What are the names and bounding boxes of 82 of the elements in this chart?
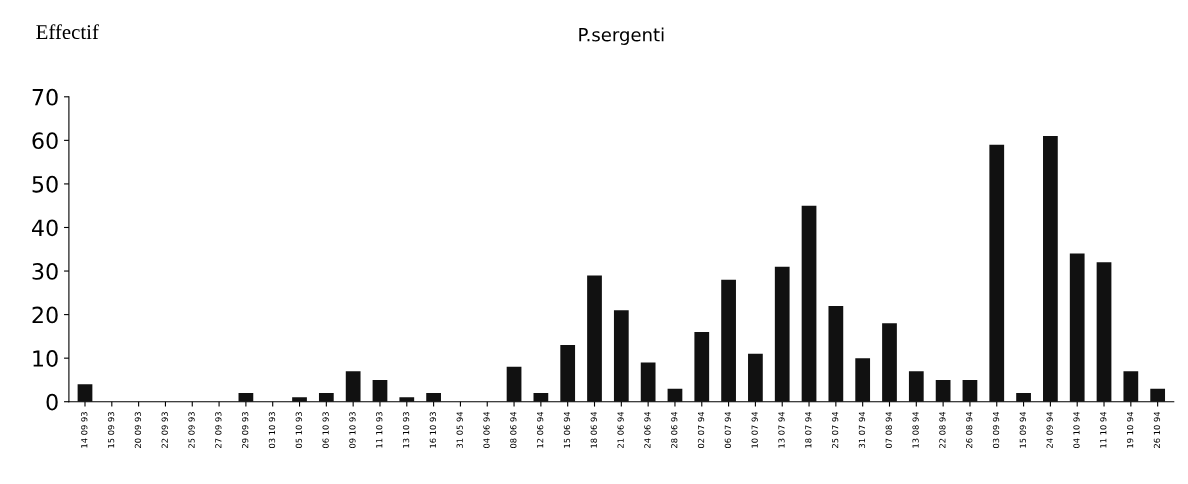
bar [935,379,951,402]
y-tick-label: 30 [32,262,58,280]
x-tick-label: 07 08 94 [885,411,892,448]
bar [318,393,334,402]
y-tick-label: 40 [31,219,58,237]
bar [774,266,790,402]
bar [748,353,763,402]
x-tick-label: 26 10 94 [1153,411,1161,448]
bar [1096,262,1112,402]
bar [399,397,415,402]
y-tick-label: 20 [32,306,58,324]
x-tick-label: 10 07 94 [751,411,758,448]
y-tick-label: 60 [32,132,58,150]
bar [828,305,844,402]
bar [882,323,897,402]
x-tick-label: 13 08 94 [912,411,919,448]
x-tick-label: 18 06 94 [590,411,597,448]
bar [801,205,817,402]
x-tick-label: 11 10 93 [376,412,383,448]
y-tick-label: 10 [33,350,58,367]
x-tick-label: 29 09 93 [242,412,249,448]
x-tick-label: 28 06 94 [671,411,678,448]
bar [1123,371,1139,402]
bar [640,362,656,402]
x-tick-label: 26 08 94 [966,411,973,448]
x-tick-label: 04 10 94 [1073,411,1080,448]
y-axis-title: Effectif [36,24,99,40]
y-tick-label: 70 [32,88,58,106]
x-tick-label: 16 10 93 [429,412,437,448]
bar [1150,388,1166,402]
x-tick-label: 12 06 94 [536,411,544,448]
x-tick-label: 03 10 93 [268,412,276,448]
x-tick-label: 25 09 93 [188,412,195,448]
chart-title: P.sergenti [579,27,664,45]
bar [345,371,361,402]
bar [426,393,441,402]
bar [560,345,576,402]
x-tick-label: 05 10 93 [295,412,302,448]
x-tick-label: 06 07 94 [724,411,732,448]
bar [1016,393,1031,402]
x-tick-label: 24 09 94 [1046,411,1053,448]
bar [613,310,629,402]
x-tick-label: 14 09 93 [81,412,88,448]
x-tick-label: 21 06 94 [617,411,624,448]
bar [587,275,602,402]
bar [77,384,93,402]
x-tick-label: 11 10 94 [1100,411,1107,448]
x-tick-label: 15 09 93 [107,412,115,448]
x-tick-label: 03 09 94 [992,411,1000,448]
x-tick-label: 06 10 93 [322,412,329,448]
bar [989,144,1005,402]
x-tick-label: 27 09 93 [215,412,222,448]
bar [292,397,307,402]
x-tick-label: 24 06 94 [644,411,651,448]
bar [1043,136,1058,402]
bar [372,379,388,402]
x-tick-label: 09 10 93 [349,412,356,448]
bar [855,358,871,402]
x-tick-label: 22 08 94 [939,411,946,448]
y-tick-label: 50 [32,175,58,193]
x-tick-label: 04 06 94 [483,411,490,448]
x-tick-label: 02 07 94 [697,411,705,448]
y-tick-label: 0 [46,393,58,411]
bar [962,379,978,402]
bar [506,366,522,402]
x-tick-label: 19 10 94 [1126,411,1134,448]
x-tick-label: 18 07 94 [805,411,812,448]
bar [721,279,736,402]
x-tick-label: 31 05 94 [456,411,463,448]
bar [694,332,710,402]
x-tick-label: 08 06 94 [510,411,517,448]
bar [908,371,924,402]
bar [533,393,549,402]
x-tick-label: 15 06 94 [563,411,571,448]
x-tick-label: 15 09 94 [1019,411,1026,448]
x-tick-label: 31 07 94 [858,411,866,448]
x-tick-label: 25 07 94 [831,411,839,448]
x-tick-label: 13 07 94 [778,411,785,448]
bar [1069,253,1085,402]
x-tick-label: 20 09 93 [134,412,142,448]
x-tick-label: 22 09 93 [161,412,168,448]
x-tick-label: 13 10 93 [402,412,410,448]
